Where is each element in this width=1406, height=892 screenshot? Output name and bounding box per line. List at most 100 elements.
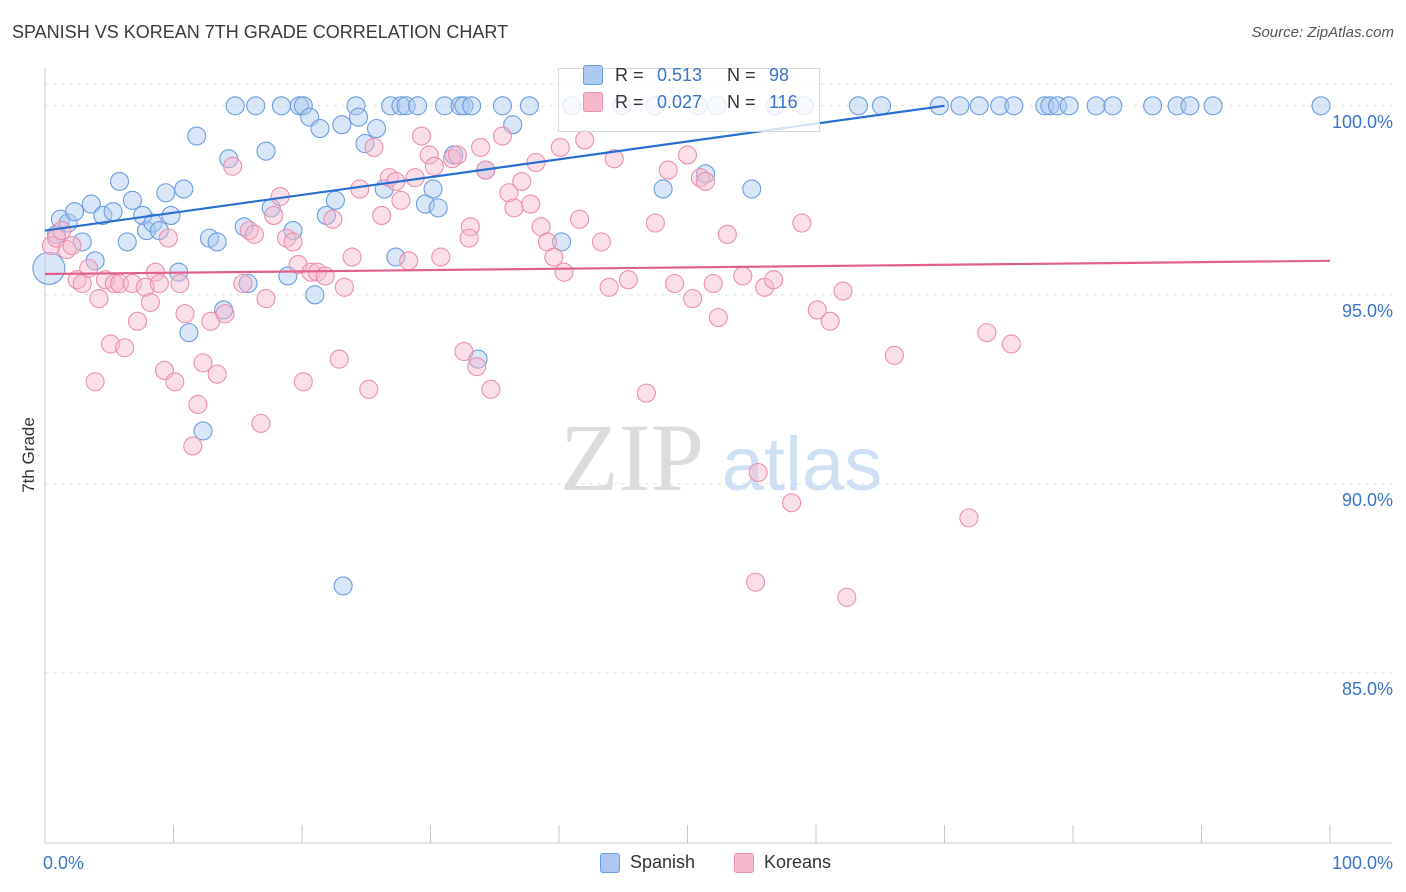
koreans-point (431, 247, 451, 267)
koreans-point (454, 341, 474, 362)
koreans-point (512, 171, 532, 191)
koreans-point (695, 171, 716, 191)
spanish-point (207, 232, 227, 252)
koreans-point (746, 572, 766, 592)
spanish-point (742, 179, 762, 199)
koreans-point (447, 145, 468, 165)
koreans-point (342, 247, 362, 267)
spanish-point (103, 202, 123, 222)
spanish-point (1048, 96, 1068, 116)
koreans-point (690, 168, 710, 188)
koreans-point (459, 228, 479, 248)
spanish-point (161, 205, 181, 225)
spanish-point (234, 217, 254, 237)
r-label: R = (615, 64, 644, 85)
koreans-point (411, 126, 432, 146)
spanish-point (117, 232, 137, 252)
n-value: 116 (769, 91, 798, 112)
koreans-point (188, 394, 208, 415)
legend-label-spanish: Spanish (630, 852, 696, 872)
spanish-point (969, 96, 989, 116)
koreans-point (100, 334, 121, 354)
spanish-point (348, 107, 369, 127)
spanish-point (871, 96, 892, 116)
spanish-point (256, 141, 276, 161)
koreans-point (244, 224, 265, 244)
spanish-point (271, 96, 291, 116)
koreans-point (239, 221, 259, 241)
koreans-point (665, 273, 685, 294)
koreans-point (170, 273, 190, 294)
koreans-point (481, 379, 501, 399)
koreans-point (833, 281, 853, 301)
spanish-point (552, 232, 572, 252)
koreans-point (499, 183, 519, 203)
spanish-point (193, 421, 213, 441)
koreans-point (62, 236, 82, 256)
spanish-point (366, 118, 387, 139)
x-tick-label: 0.0% (43, 853, 84, 873)
stats-legend: R = 0.513 N = 98 R = 0.027 N = 116 (558, 64, 820, 132)
koreans-point (89, 289, 109, 309)
koreans-point (570, 209, 590, 229)
r-value: 0.027 (657, 91, 703, 112)
spanish-point (81, 194, 101, 214)
koreans-point (599, 277, 619, 297)
koreans-point (233, 273, 253, 294)
spanish-point (381, 96, 401, 116)
koreans-point (708, 307, 728, 328)
y-tick-label: 85.0% (1342, 679, 1393, 699)
koreans-point (977, 323, 997, 343)
r-label: R = (615, 91, 644, 112)
legend-item-koreans[interactable]: Koreans (734, 852, 831, 873)
koreans-point (122, 273, 142, 294)
koreans-legend-swatch (734, 852, 754, 873)
spanish-legend-swatch (600, 852, 620, 873)
koreans-point (251, 413, 271, 433)
chart-title: SPANISH VS KOREAN 7TH GRADE CORRELATION … (12, 22, 509, 42)
koreans-point (504, 198, 524, 218)
watermark-atlas: atlas (722, 422, 883, 507)
spanish-point (346, 96, 366, 116)
spanish-point (415, 194, 435, 214)
spanish-point (283, 221, 303, 241)
legend-item-spanish[interactable]: Spanish (600, 852, 695, 873)
spanish-point (408, 96, 428, 116)
points-layer (32, 96, 1331, 607)
koreans-point (550, 137, 570, 157)
spanish-point (1203, 96, 1223, 116)
koreans-point (165, 372, 185, 392)
koreans-point (215, 304, 235, 324)
koreans-point (683, 289, 703, 309)
koreans-point (554, 262, 574, 282)
spanish-point (519, 96, 539, 116)
spanish-point (325, 190, 345, 210)
koreans-trend-line (44, 259, 1331, 276)
spanish-point (990, 96, 1010, 116)
spanish-point (391, 96, 411, 116)
spanish-point (695, 164, 716, 184)
chart-source: Source: ZipAtlas.com (1251, 24, 1394, 41)
spanish-point (225, 96, 245, 116)
koreans-point (703, 273, 723, 294)
koreans-point (471, 137, 491, 157)
koreans-point (135, 277, 155, 297)
koreans-point (140, 292, 160, 312)
koreans-point (115, 338, 135, 358)
koreans-point (399, 251, 419, 271)
koreans-point (677, 145, 698, 165)
koreans-point (492, 126, 513, 146)
spanish-point (950, 96, 970, 116)
spanish-point (1180, 96, 1200, 116)
r-value: 0.513 (657, 64, 703, 85)
koreans-point (67, 270, 87, 290)
spanish-point (454, 96, 474, 116)
spanish-point (93, 205, 113, 225)
spanish-point (333, 576, 353, 596)
spanish-point (310, 118, 330, 139)
spanish-point (492, 96, 513, 116)
koreans-point (85, 372, 105, 392)
spanish-point (1004, 96, 1024, 116)
koreans-point (467, 357, 487, 377)
spanish-point (246, 96, 266, 116)
